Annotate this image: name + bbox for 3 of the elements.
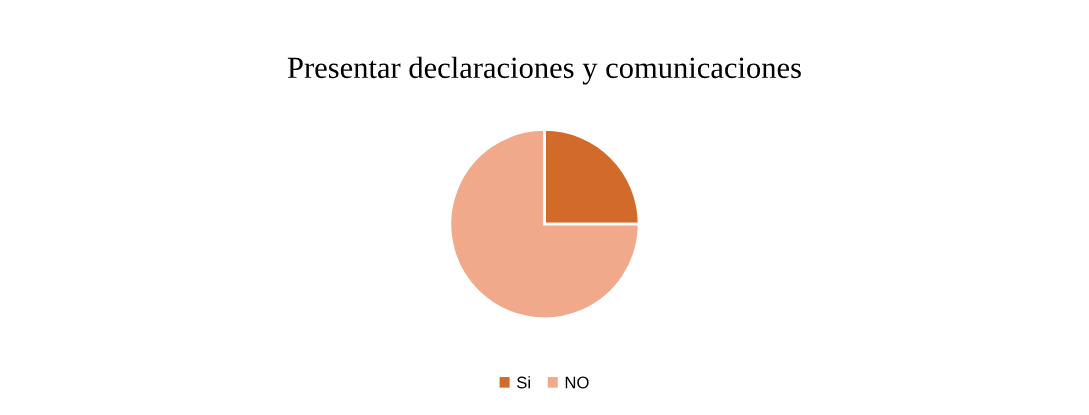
chart-title: Presentar declaraciones y comunicaciones — [287, 56, 801, 85]
legend-label: Si — [517, 376, 530, 389]
legend-label: NO — [565, 376, 589, 389]
